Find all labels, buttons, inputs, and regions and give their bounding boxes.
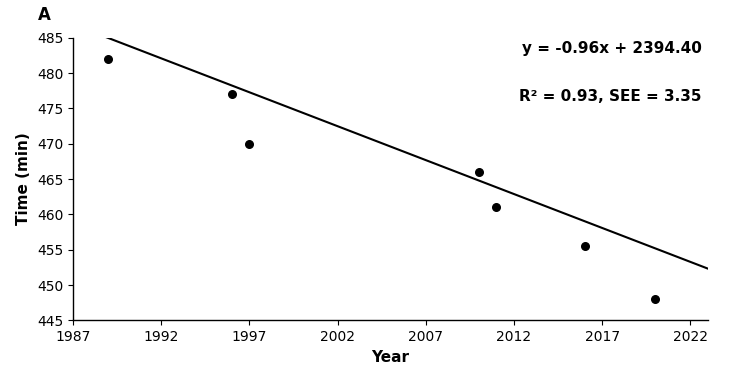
Text: A: A: [38, 6, 51, 23]
Point: [579, 243, 591, 249]
Text: y = -0.96x + 2394.40: y = -0.96x + 2394.40: [522, 40, 702, 55]
Y-axis label: Time (min): Time (min): [16, 133, 31, 225]
Point: [649, 296, 661, 302]
Point: [244, 141, 256, 147]
Point: [491, 204, 502, 210]
X-axis label: Year: Year: [372, 350, 410, 365]
Point: [102, 56, 114, 62]
Text: R² = 0.93, SEE = 3.35: R² = 0.93, SEE = 3.35: [519, 89, 702, 104]
Point: [226, 91, 237, 97]
Point: [473, 169, 485, 175]
